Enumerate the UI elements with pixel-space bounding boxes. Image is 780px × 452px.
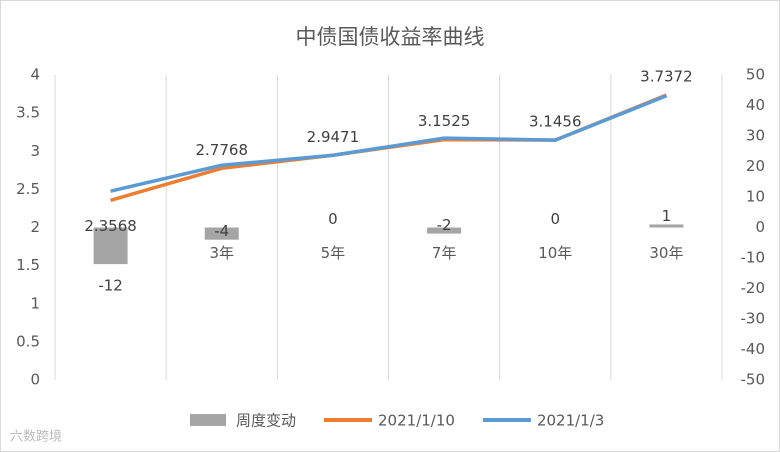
bar-value-label: 0 (550, 210, 560, 228)
bar-value-label: 0 (328, 210, 338, 228)
y2-tick-label: -40 (741, 340, 766, 358)
y-tick-label: 0.5 (16, 332, 40, 350)
y-tick-label: 3.5 (16, 104, 40, 122)
y-tick-label: 0 (30, 371, 40, 389)
x-tick-label: 10年 (538, 244, 572, 262)
y2-tick-label: 20 (746, 157, 765, 175)
line-value-label: 2.7768 (196, 141, 249, 159)
line-value-label: 3.1456 (529, 113, 582, 131)
legend-label: 2021/1/3 (537, 412, 604, 430)
bar (204, 227, 239, 240)
line (110, 94, 668, 193)
y2-tick-label: -30 (741, 310, 766, 328)
y-tick-label: 2 (30, 218, 40, 236)
bar (427, 227, 462, 234)
legend-label: 周度变动 (236, 412, 296, 430)
line-value-label: 3.1525 (418, 112, 471, 130)
y2-tick-label: 30 (746, 127, 765, 145)
legend-swatch (190, 414, 226, 426)
watermark: 六数跨境 (10, 430, 62, 445)
bar (649, 224, 684, 228)
x-tick-label: 3年 (209, 244, 234, 262)
y2-tick-label: 40 (746, 96, 765, 114)
legend-label: 2021/1/10 (378, 412, 455, 430)
y-tick-label: 1 (30, 294, 40, 312)
bar-value-label: -4 (214, 222, 229, 240)
bar-value-label: 1 (662, 207, 672, 225)
y-tick-label: 2.5 (16, 180, 40, 198)
line-value-label: 2.9471 (307, 128, 360, 146)
chart-title: 中债国债收益率曲线 (296, 25, 485, 49)
y2-tick-label: 0 (755, 218, 765, 236)
x-tick-label: 7年 (432, 244, 457, 262)
y-tick-label: 4 (30, 66, 40, 84)
bar (93, 227, 128, 265)
x-tick-label: 5年 (321, 244, 346, 262)
y2-tick-label: -10 (741, 249, 766, 267)
x-tick-label: 30年 (649, 244, 683, 262)
y-tick-label: 1.5 (16, 256, 40, 274)
y2-tick-label: 50 (746, 66, 765, 84)
bar-value-label: -12 (98, 277, 123, 295)
y2-tick-label: 10 (746, 188, 765, 206)
y2-tick-label: -50 (741, 371, 766, 389)
line-value-label: 3.7372 (640, 68, 693, 86)
y2-tick-label: -20 (741, 279, 766, 297)
line-value-label: 2.3568 (84, 217, 137, 235)
y-tick-label: 3 (30, 142, 40, 160)
bar-value-label: -2 (437, 216, 452, 234)
